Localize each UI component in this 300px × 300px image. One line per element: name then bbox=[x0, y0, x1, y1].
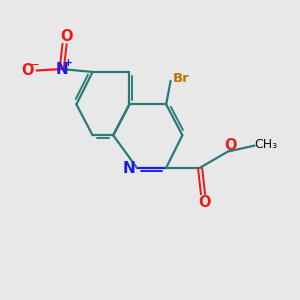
Text: N: N bbox=[123, 161, 136, 176]
Text: O: O bbox=[22, 63, 34, 78]
Text: −: − bbox=[30, 58, 40, 70]
Text: O: O bbox=[225, 138, 237, 153]
Text: +: + bbox=[64, 58, 73, 68]
Text: N: N bbox=[55, 61, 68, 76]
Text: Br: Br bbox=[172, 72, 189, 85]
Text: O: O bbox=[60, 29, 72, 44]
Text: CH₃: CH₃ bbox=[254, 139, 277, 152]
Text: O: O bbox=[198, 195, 211, 210]
